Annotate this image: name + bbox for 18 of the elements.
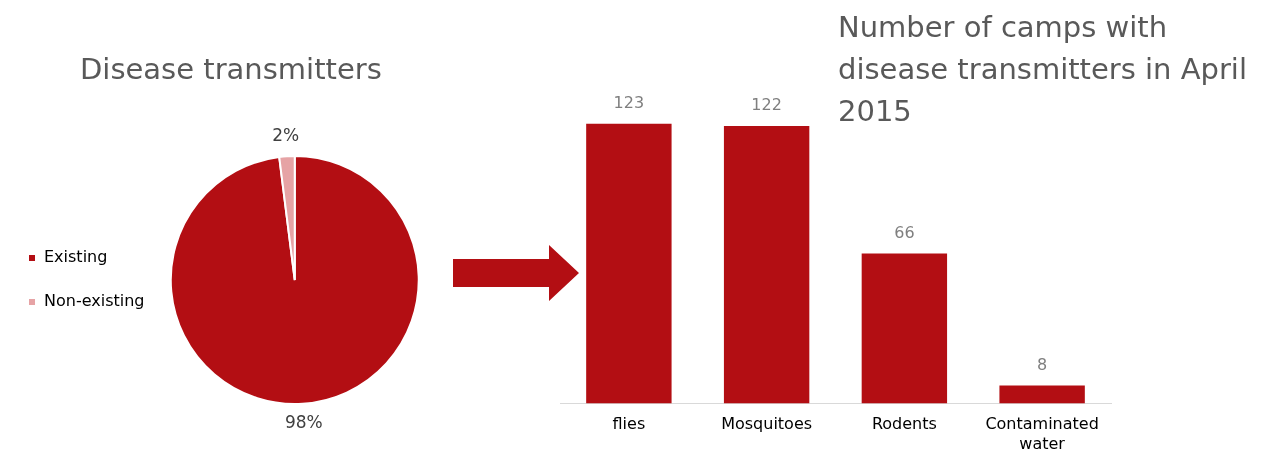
chart-title: Disease transmitters xyxy=(80,52,382,86)
x-tick-label: Rodents xyxy=(871,414,937,434)
x-tick-label: Contaminated water xyxy=(985,414,1099,453)
legend-label: Non-existing xyxy=(44,291,145,311)
data-label: 8 xyxy=(1037,354,1048,374)
bar xyxy=(999,385,1085,404)
bar xyxy=(861,253,948,404)
x-tick-label: Mosquitoes xyxy=(721,414,813,434)
chart-title: Number of camps with disease transmitters in April 2015 xyxy=(838,9,1248,130)
data-label: 122 xyxy=(751,95,782,115)
legend-label: Existing xyxy=(44,247,108,267)
data-label: 123 xyxy=(613,92,645,112)
data-label: 98% xyxy=(284,412,323,433)
data-label: 66 xyxy=(894,222,915,242)
bar xyxy=(586,123,672,404)
data-label: 2% xyxy=(272,124,300,145)
x-tick-label: flies xyxy=(612,414,646,434)
bar xyxy=(723,125,810,404)
